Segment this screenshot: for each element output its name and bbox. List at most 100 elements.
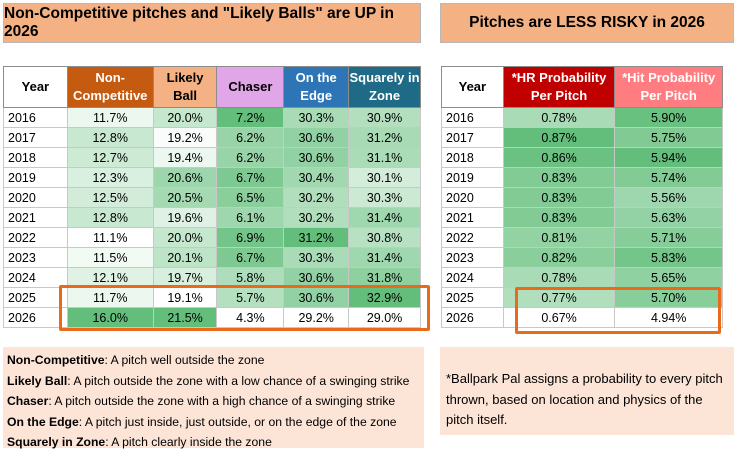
value-cell: 31.2% [283, 227, 350, 248]
risk-table: Year *HR Probability Per Pitch *Hit Probab… [441, 66, 723, 328]
footnote-box: *Ballpark Pal assigns a probability to e… [440, 347, 734, 435]
value-cell: 21.5% [152, 307, 218, 328]
table-row: 2018 0.86% 5.94% [441, 147, 723, 168]
pitch-type-header-3: Chaser [216, 66, 285, 108]
definition-term: Squarely in Zone [7, 435, 106, 449]
value-cell: 30.3% [283, 107, 350, 128]
left-banner-title: Non-Competitive pitches and "Likely Ball… [3, 3, 421, 43]
table-row: 2018 12.7% 19.4% 6.2% 30.6% 31.1% [3, 147, 421, 168]
value-cell: 0.86% [502, 147, 616, 168]
table-row: 2021 0.83% 5.63% [441, 207, 723, 228]
value-cell: 19.2% [152, 127, 218, 148]
table-row: 2021 12.8% 19.6% 6.1% 30.2% 31.4% [3, 207, 421, 228]
value-cell: 30.8% [348, 227, 421, 248]
value-cell: 5.63% [614, 207, 723, 228]
pitch-type-header-4: On the Edge [283, 66, 350, 108]
value-cell: 20.6% [152, 167, 218, 188]
year-cell: 2017 [441, 127, 504, 148]
year-cell: 2016 [3, 107, 68, 128]
year-cell: 2023 [3, 247, 68, 268]
year-cell: 2025 [441, 287, 504, 308]
year-cell: 2022 [3, 227, 68, 248]
value-cell: 30.9% [348, 107, 421, 128]
value-cell: 20.0% [152, 227, 218, 248]
definition-text: : A pitch outside the zone with a low ch… [67, 373, 410, 388]
year-cell: 2016 [441, 107, 504, 128]
value-cell: 0.83% [502, 207, 616, 228]
value-cell: 30.3% [283, 247, 350, 268]
value-cell: 5.75% [614, 127, 723, 148]
value-cell: 30.2% [283, 187, 350, 208]
table-row: 2020 12.5% 20.5% 6.5% 30.2% 30.3% [3, 187, 421, 208]
year-cell: 2020 [3, 187, 68, 208]
year-cell: 2023 [441, 247, 504, 268]
value-cell: 0.67% [502, 307, 616, 328]
table-row: 2016 0.78% 5.90% [441, 107, 723, 128]
year-cell: 2022 [441, 227, 504, 248]
value-cell: 5.83% [614, 247, 723, 268]
definition-term: Non-Competitive [7, 353, 105, 367]
definition-text: : A pitch just inside, just outside, or … [78, 414, 397, 429]
pitch-type-header-2: Likely Ball [152, 66, 218, 108]
definitions-box: Non-Competitive: A pitch well outside th… [3, 347, 424, 449]
value-cell: 5.65% [614, 267, 723, 288]
value-cell: 16.0% [66, 307, 154, 328]
value-cell: 5.74% [614, 167, 723, 188]
definition-term: Chaser [7, 394, 49, 408]
pitch-type-table: Year Non-Competitive Likely Ball Chaser On t… [3, 66, 421, 328]
year-cell: 2024 [3, 267, 68, 288]
pitch-type-table-header-row: Year Non-Competitive Likely Ball Chaser On t… [3, 66, 421, 108]
value-cell: 20.0% [152, 107, 218, 128]
pitch-type-table-body: 2016 11.7% 20.0% 7.2% 30.3% 30.9% 2017 12.8% 19.… [3, 107, 421, 328]
value-cell: 29.2% [283, 307, 350, 328]
value-cell: 11.5% [66, 247, 154, 268]
table-row: 2025 0.77% 5.70% [441, 287, 723, 308]
definition-line: Chaser: A pitch outside the zone with a … [7, 391, 420, 412]
value-cell: 12.7% [66, 147, 154, 168]
value-cell: 6.2% [216, 147, 285, 168]
value-cell: 0.83% [502, 167, 616, 188]
risk-table-header-row: Year *HR Probability Per Pitch *Hit Probab… [441, 66, 723, 108]
definition-line: On the Edge: A pitch just inside, just o… [7, 412, 420, 433]
table-row: 2020 0.83% 5.56% [441, 187, 723, 208]
value-cell: 4.94% [614, 307, 723, 328]
table-row: 2016 11.7% 20.0% 7.2% 30.3% 30.9% [3, 107, 421, 128]
value-cell: 20.1% [152, 247, 218, 268]
value-cell: 0.78% [502, 267, 616, 288]
value-cell: 12.8% [66, 207, 154, 228]
table-row: 2022 0.81% 5.71% [441, 227, 723, 248]
highlight-2025-2026-right [515, 287, 721, 334]
value-cell: 4.3% [216, 307, 285, 328]
value-cell: 5.8% [216, 267, 285, 288]
table-row: 2017 12.8% 19.2% 6.2% 30.6% 31.2% [3, 127, 421, 148]
risk-header-1: *HR Probability Per Pitch [502, 66, 616, 108]
value-cell: 0.83% [502, 187, 616, 208]
year-cell: 2021 [3, 207, 68, 228]
highlight-2025-2026-left [59, 285, 430, 331]
value-cell: 30.2% [283, 207, 350, 228]
value-cell: 12.5% [66, 187, 154, 208]
definition-line: Likely Ball: A pitch outside the zone wi… [7, 371, 420, 392]
value-cell: 6.7% [216, 167, 285, 188]
table-row: 2026 0.67% 4.94% [441, 307, 723, 328]
value-cell: 31.4% [348, 207, 421, 228]
value-cell: 6.5% [216, 187, 285, 208]
year-cell: 2026 [441, 307, 504, 328]
year-cell: 2019 [441, 167, 504, 188]
value-cell: 6.1% [216, 207, 285, 228]
value-cell: 0.82% [502, 247, 616, 268]
value-cell: 30.6% [283, 147, 350, 168]
value-cell: 11.7% [66, 107, 154, 128]
value-cell: 31.2% [348, 127, 421, 148]
table-row: 2024 0.78% 5.65% [441, 267, 723, 288]
value-cell: 31.4% [348, 247, 421, 268]
value-cell: 5.7% [216, 287, 285, 308]
risk-header-0: Year [441, 66, 504, 108]
value-cell: 11.7% [66, 287, 154, 308]
value-cell: 19.6% [152, 207, 218, 228]
pitch-type-header-1: Non-Competitive [66, 66, 154, 108]
year-cell: 2021 [441, 207, 504, 228]
value-cell: 5.71% [614, 227, 723, 248]
value-cell: 30.1% [348, 167, 421, 188]
year-cell: 2017 [3, 127, 68, 148]
